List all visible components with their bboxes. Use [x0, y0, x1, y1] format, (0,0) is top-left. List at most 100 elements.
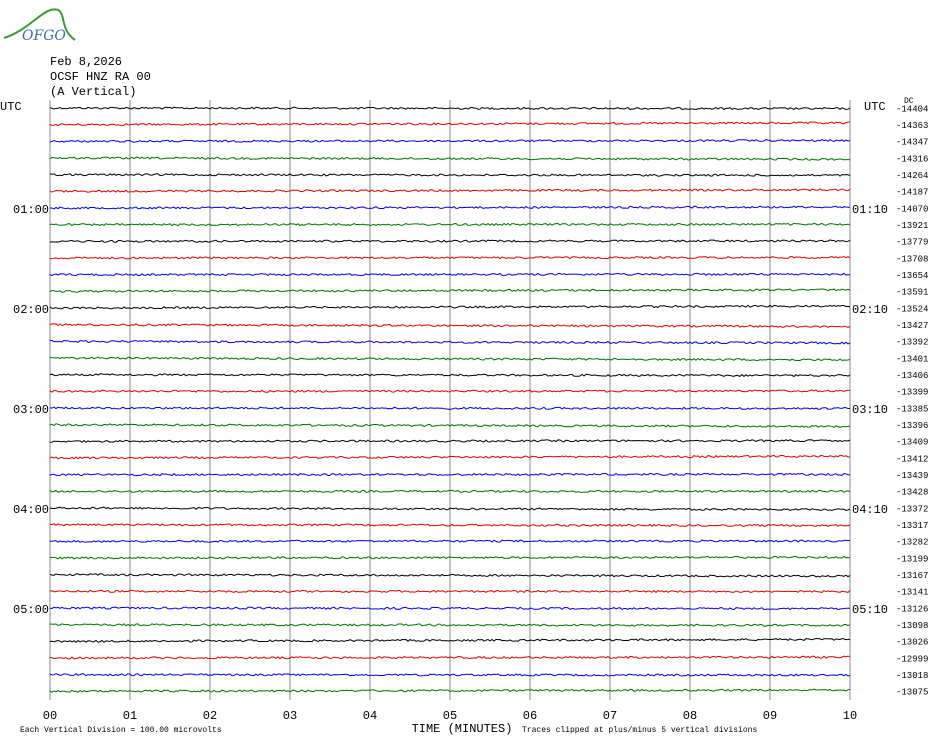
title-line: OCSF HNZ RA 00: [50, 70, 151, 84]
trace: [50, 623, 851, 627]
row-end-time-label: 02:10: [852, 303, 888, 317]
note: Traces clipped at plus/minus 5 vertical …: [522, 726, 757, 735]
right-title: UTC: [864, 100, 886, 114]
trace: [49, 356, 851, 362]
offset-label: -12999: [896, 654, 928, 664]
trace: [49, 304, 851, 310]
offset-label: -13385: [896, 404, 928, 414]
offset-label: -13392: [896, 338, 928, 348]
offset-label: -13654: [896, 271, 928, 281]
trace: [49, 506, 851, 512]
x-tick-label: 03: [283, 709, 297, 723]
x-tick-label: 04: [363, 709, 377, 723]
trace: [50, 205, 850, 210]
trace: [49, 573, 851, 578]
x-tick-label: 07: [603, 709, 617, 723]
trace: [49, 288, 851, 293]
offset-label: -13167: [896, 571, 928, 581]
offset-label: -14070: [896, 204, 928, 214]
trace: [49, 454, 851, 460]
offset-label: -14316: [896, 154, 928, 164]
offset-label: -13399: [896, 388, 928, 398]
logo-text: OFGO: [22, 28, 66, 44]
trace: [49, 389, 851, 393]
offset-title: DC: [904, 97, 914, 106]
offset-label: -13779: [896, 238, 928, 248]
offset-label: -13372: [896, 504, 928, 514]
offset-label: -13524: [896, 304, 928, 314]
x-axis-title: TIME (MINUTES): [412, 722, 513, 736]
row-time-label: 05:00: [13, 603, 49, 617]
title-line: (A Vertical): [50, 85, 136, 99]
offset-label: -13406: [896, 371, 928, 381]
trace: [49, 106, 851, 111]
logo: OFGO: [3, 8, 76, 44]
row-time-label: 03:00: [13, 403, 49, 417]
note: Each Vertical Division = 100.00 microvol…: [20, 726, 222, 735]
trace: [49, 272, 851, 277]
trace: [49, 138, 851, 143]
offset-label: -14404: [896, 104, 928, 114]
offset-label: -13427: [896, 321, 928, 331]
logo-swoosh: [3, 8, 76, 41]
offset-label: -13591: [896, 288, 928, 298]
offset-label: -13018: [896, 671, 928, 681]
row-end-time-label: 03:10: [852, 403, 888, 417]
offset-label: -13401: [896, 354, 928, 364]
offset-label: -13126: [896, 604, 928, 614]
x-tick-label: 08: [683, 709, 697, 723]
row-end-time-label: 01:10: [852, 203, 888, 217]
x-tick-label: 06: [523, 709, 537, 723]
trace: [49, 423, 851, 428]
trace: [49, 339, 851, 345]
trace: [49, 539, 851, 543]
offset-label: -13439: [896, 471, 928, 481]
offset-label: -13708: [896, 254, 928, 264]
trace: [49, 523, 851, 528]
x-tick-label: 05: [443, 709, 457, 723]
offset-label: -14187: [896, 188, 928, 198]
x-tick-label: 01: [123, 709, 137, 723]
trace: [49, 673, 851, 677]
trace: [49, 121, 851, 127]
trace: [49, 406, 851, 410]
x-tick-label: 10: [843, 709, 857, 723]
trace: [49, 472, 851, 477]
offset-label: -13428: [896, 488, 928, 498]
row-end-time-label: 05:10: [852, 603, 888, 617]
offset-label: -13141: [896, 588, 928, 598]
offset-label: -13921: [896, 221, 928, 231]
trace: [49, 655, 851, 660]
offset-label: -13282: [896, 538, 928, 548]
trace: [49, 323, 851, 328]
trace: [49, 255, 851, 260]
left-title: UTC: [0, 100, 22, 114]
trace: [49, 688, 851, 693]
offset-label: -14347: [896, 138, 928, 148]
row-time-label: 01:00: [13, 203, 49, 217]
offset-label: -13396: [896, 421, 928, 431]
trace: [49, 373, 851, 378]
trace: [49, 222, 851, 227]
offset-label: -13075: [896, 688, 928, 698]
trace: [49, 606, 851, 611]
row-time-label: 02:00: [13, 303, 49, 317]
offset-label: -13098: [896, 621, 928, 631]
trace: [49, 188, 851, 193]
trace: [49, 637, 851, 643]
trace: [49, 439, 851, 443]
offset-label: -13199: [896, 554, 928, 564]
trace: [49, 173, 851, 177]
trace: [49, 239, 851, 243]
offset-label: -14363: [896, 121, 928, 131]
x-tick-label: 00: [43, 709, 57, 723]
row-time-label: 04:00: [13, 503, 49, 517]
trace: [49, 555, 851, 560]
offset-label: -13317: [896, 521, 928, 531]
offset-label: -13412: [896, 454, 928, 464]
x-tick-label: 02: [203, 709, 217, 723]
trace: [49, 589, 851, 594]
offset-label: -13026: [896, 638, 928, 648]
offset-label: -13409: [896, 438, 928, 448]
